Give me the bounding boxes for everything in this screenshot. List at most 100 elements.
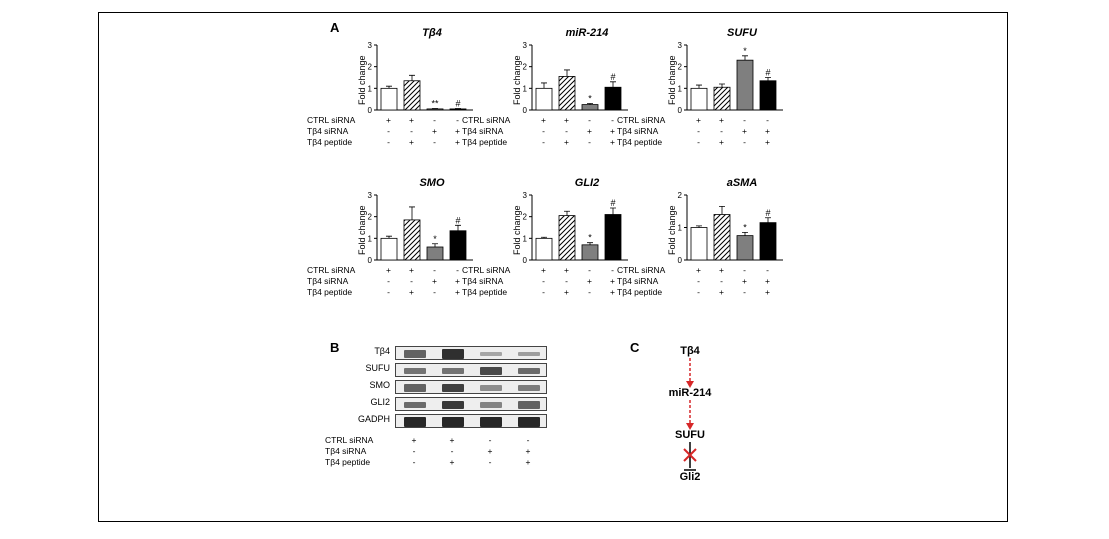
- svg-text:#: #: [455, 98, 460, 108]
- band: [442, 349, 465, 358]
- cond-label: Tβ4 peptide: [617, 137, 687, 148]
- cond-cell: -: [733, 287, 756, 298]
- blot-row: [395, 380, 547, 394]
- svg-text:0: 0: [368, 106, 373, 115]
- cond-cell: +: [756, 287, 779, 298]
- cond-label: Tβ4 siRNA: [617, 126, 687, 137]
- cond-label: CTRL siRNA: [307, 265, 377, 276]
- cond-cell: -: [710, 276, 733, 287]
- cond-cell: -: [733, 265, 756, 276]
- cond-cell: +: [733, 126, 756, 137]
- cond-cell: -: [395, 446, 433, 457]
- band: [480, 417, 503, 427]
- blot-label-GLI2: GLI2: [345, 397, 390, 407]
- cond-cell: +: [509, 457, 547, 468]
- condition-table: CTRL siRNA++--Tβ4 siRNA--++Tβ4 peptide-+…: [307, 265, 469, 298]
- svg-text:3: 3: [368, 191, 373, 200]
- cond-label: Tβ4 peptide: [462, 137, 532, 148]
- cond-cell: +: [555, 287, 578, 298]
- cond-cell: +: [710, 287, 733, 298]
- svg-text:1: 1: [678, 84, 683, 93]
- band: [404, 368, 427, 375]
- panel-label-A: A: [330, 20, 339, 35]
- blot-label-Tβ4: Tβ4: [345, 346, 390, 356]
- cond-cell: +: [555, 115, 578, 126]
- band: [518, 417, 541, 427]
- cond-label: Tβ4 peptide: [462, 287, 532, 298]
- blot-label-GADPH: GADPH: [345, 414, 390, 424]
- cond-cell: -: [555, 126, 578, 137]
- svg-text:Tβ4: Tβ4: [680, 345, 700, 357]
- cond-cell: +: [578, 276, 601, 287]
- cond-cell: +: [710, 137, 733, 148]
- band: [442, 384, 465, 393]
- svg-text:*: *: [743, 222, 747, 232]
- svg-text:SUFU: SUFU: [675, 429, 705, 441]
- band: [480, 385, 503, 390]
- cond-cell: +: [471, 446, 509, 457]
- svg-text:2: 2: [368, 213, 373, 222]
- chart-title: SMO: [372, 177, 492, 189]
- cond-cell: +: [733, 276, 756, 287]
- cond-cell: +: [710, 115, 733, 126]
- chart-title: miR-214: [527, 27, 647, 39]
- cond-cell: -: [509, 435, 547, 446]
- cond-cell: -: [578, 115, 601, 126]
- band: [518, 401, 541, 408]
- cond-cell: +: [400, 137, 423, 148]
- svg-text:miR-214: miR-214: [669, 387, 713, 399]
- band: [518, 368, 541, 375]
- cond-cell: -: [756, 115, 779, 126]
- cond-cell: -: [578, 265, 601, 276]
- cond-cell: -: [377, 137, 400, 148]
- svg-text:#: #: [455, 215, 460, 225]
- cond-label: Tβ4 siRNA: [617, 276, 687, 287]
- pathway-svg: Tβ4miR-214SUFUGli2: [630, 342, 750, 522]
- cond-label: Tβ4 peptide: [307, 287, 377, 298]
- cond-cell: -: [395, 457, 433, 468]
- cond-label: CTRL siRNA: [462, 265, 532, 276]
- cond-label: Tβ4 siRNA: [307, 276, 377, 287]
- chart-aSMA: aSMAFold change012*#: [665, 195, 805, 265]
- cond-cell: +: [687, 265, 710, 276]
- band: [404, 402, 427, 409]
- svg-text:1: 1: [368, 84, 373, 93]
- svg-text:2: 2: [678, 191, 683, 200]
- cond-cell: +: [400, 265, 423, 276]
- cond-cell: +: [423, 276, 446, 287]
- svg-text:#: #: [765, 208, 770, 218]
- svg-text:2: 2: [523, 63, 528, 72]
- cond-cell: -: [733, 115, 756, 126]
- band: [404, 384, 427, 391]
- blot-row: [395, 363, 547, 377]
- cond-cell: +: [687, 115, 710, 126]
- band: [442, 417, 465, 427]
- cond-cell: -: [423, 115, 446, 126]
- svg-text:*: *: [433, 234, 437, 244]
- cond-label: CTRL siRNA: [325, 435, 395, 446]
- chart-title: aSMA: [682, 177, 802, 189]
- cond-cell: +: [756, 137, 779, 148]
- cond-cell: -: [578, 287, 601, 298]
- svg-text:0: 0: [523, 256, 528, 265]
- cond-label: CTRL siRNA: [462, 115, 532, 126]
- cond-cell: +: [400, 115, 423, 126]
- blot-row: [395, 346, 547, 360]
- svg-text:0: 0: [678, 256, 683, 265]
- condition-table: CTRL siRNA++--Tβ4 siRNA--++Tβ4 peptide-+…: [325, 435, 547, 468]
- cond-cell: -: [687, 287, 710, 298]
- chart-SMO: SMOFold change0123*#: [355, 195, 495, 265]
- cond-cell: -: [555, 276, 578, 287]
- chart-title: SUFU: [682, 27, 802, 39]
- chart-title: Tβ4: [372, 27, 492, 39]
- cond-cell: -: [400, 276, 423, 287]
- cond-label: Tβ4 peptide: [307, 137, 377, 148]
- cond-label: CTRL siRNA: [617, 265, 687, 276]
- panel-label-B: B: [330, 340, 339, 355]
- cond-cell: +: [377, 115, 400, 126]
- cond-cell: -: [687, 126, 710, 137]
- band: [518, 385, 541, 391]
- cond-cell: -: [532, 137, 555, 148]
- svg-text:1: 1: [523, 84, 528, 93]
- svg-text:**: **: [431, 98, 439, 108]
